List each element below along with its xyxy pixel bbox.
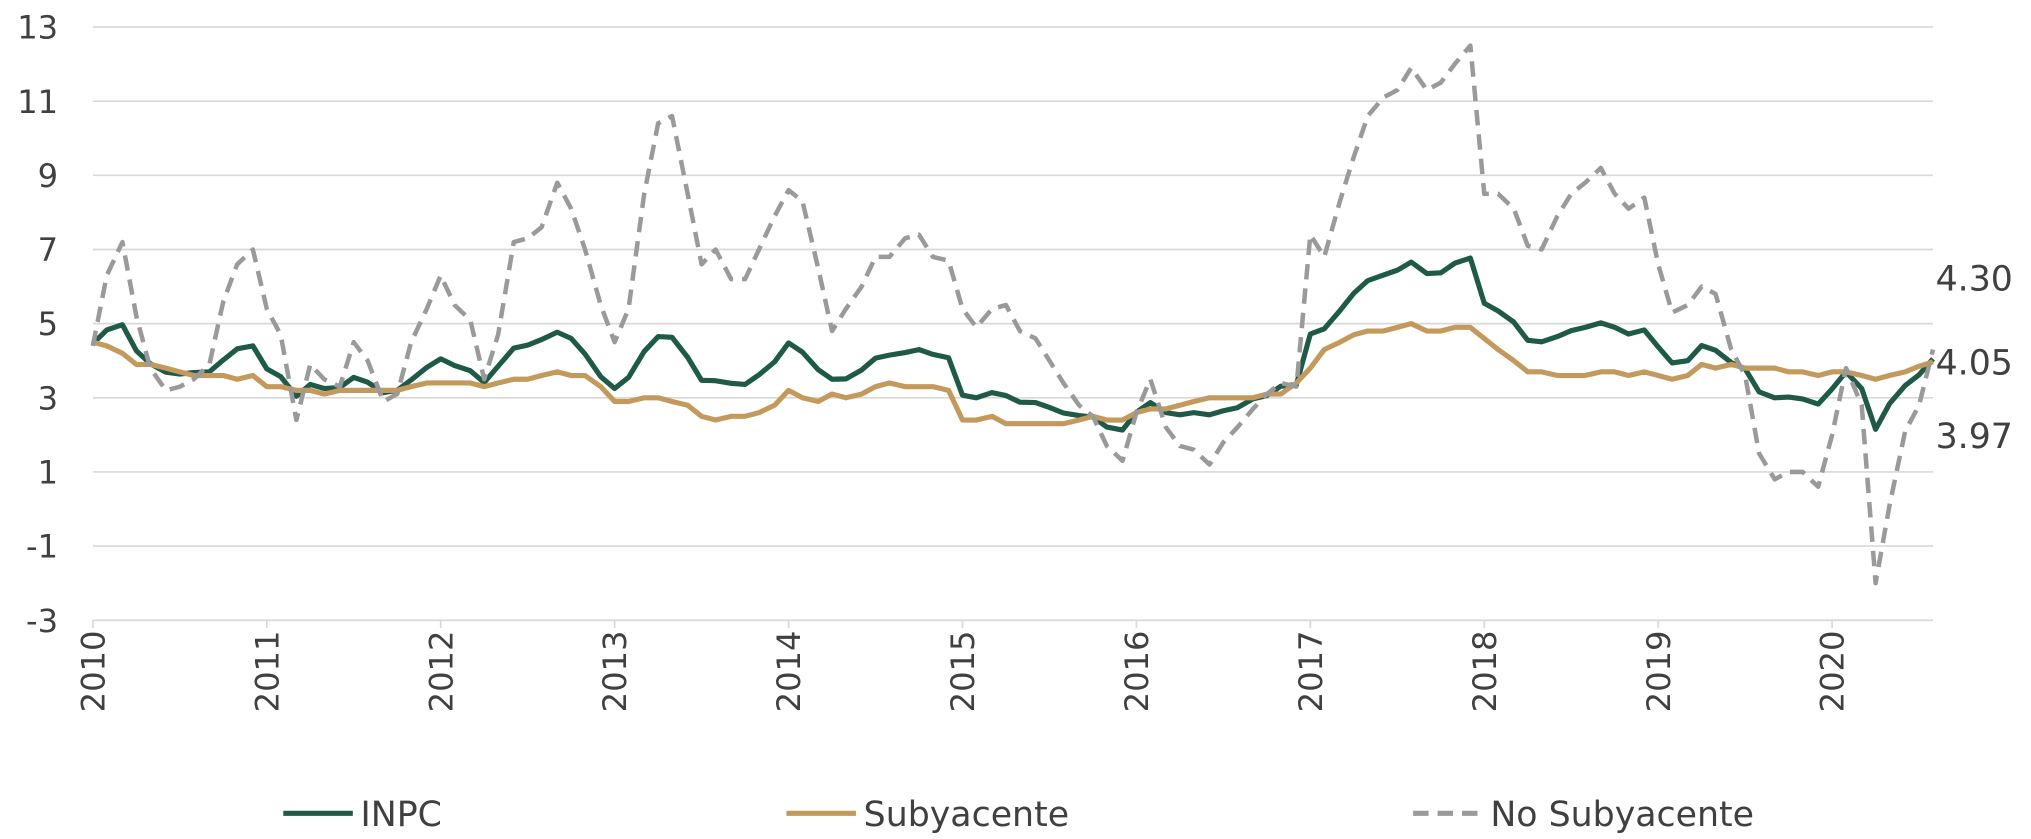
series-line [90,43,1936,586]
x-tick-label: 2017 [1292,631,1330,713]
y-tick-label: 1 [38,454,58,492]
y-tick-label: 11 [17,83,58,121]
data-label: 4.05 [1936,343,2013,383]
x-tick-label: 2019 [1640,631,1678,713]
y-tick-label: 5 [38,305,58,343]
x-tick-label: 2013 [596,631,634,713]
x-tick-label: 2012 [422,631,460,713]
series-line [92,321,1934,427]
data-label: 3.97 [1936,417,2013,457]
x-tick-label: 2020 [1814,631,1852,713]
y-tick-label: 3 [38,379,58,417]
x-tick-label: 2010 [74,631,112,713]
x-tick-label: 2011 [248,631,286,713]
x-tick-label: 2018 [1466,631,1504,713]
y-tick-label: -3 [26,602,58,640]
y-tick-label: 7 [38,231,58,269]
x-tick-label: 2016 [1118,631,1156,713]
legend-label: Subyacente [864,795,1069,835]
x-tick-label: 2014 [770,631,808,713]
y-tick-label: 9 [38,157,58,195]
data-label: 4.30 [1936,259,2013,299]
legend-label: No Subyacente [1490,795,1754,835]
series-line [91,255,1935,433]
legend-label: INPC [361,795,442,835]
x-tick-label: 2015 [944,631,982,713]
y-tick-label: -1 [26,528,58,566]
y-tick-label: 13 [17,9,58,47]
